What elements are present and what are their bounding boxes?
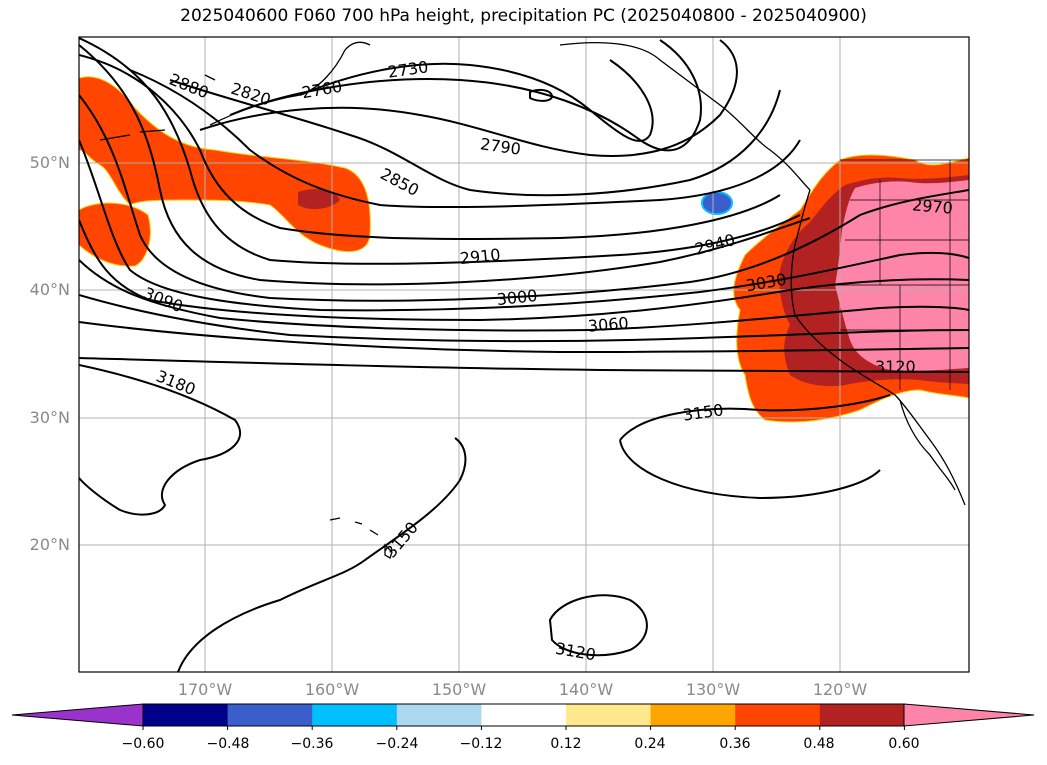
lat-label: 40°N <box>29 280 70 299</box>
contour-2910 <box>79 37 801 265</box>
grid-lines <box>79 37 969 672</box>
contour-2850 <box>129 69 801 209</box>
contour-2820 <box>169 79 781 197</box>
contour-label: 2970 <box>911 195 953 217</box>
height-contours <box>79 37 969 672</box>
colorbar-segment <box>143 704 229 726</box>
contour-2970 <box>79 94 969 302</box>
contour-label: 3120 <box>554 639 597 665</box>
precip-east-pink <box>835 180 969 371</box>
colorbar-segment <box>735 704 821 726</box>
precip-west-core <box>298 189 340 210</box>
contour-small-low <box>529 88 554 102</box>
contour-label: 2790 <box>479 134 522 158</box>
lon-label: 120°W <box>812 680 868 699</box>
colorbar-tick-label: 0.48 <box>803 736 835 752</box>
contour-label: 3000 <box>496 286 538 309</box>
map-frame <box>78 36 970 673</box>
contour-label: 3060 <box>587 313 629 335</box>
colorbar-frame <box>142 703 905 727</box>
colorbar-segment <box>227 704 313 726</box>
contour-2880 <box>79 54 781 240</box>
colorbar-segment <box>481 704 567 726</box>
colorbar-tick-label: 0.36 <box>719 736 751 752</box>
lat-label: 30°N <box>29 408 70 427</box>
contour-3150 <box>79 357 969 373</box>
colorbar-tick-label: 0.60 <box>888 736 920 752</box>
coastlines <box>99 41 969 559</box>
contour-3120 <box>79 321 969 354</box>
colorbar-segment <box>566 704 652 726</box>
colorbar-tick-label: −0.48 <box>206 736 250 752</box>
colorbar-tick-label: 0.12 <box>550 736 582 752</box>
contour-label: 2940 <box>693 230 737 259</box>
colorbar-extend-high <box>903 703 1035 727</box>
contour-3150-east <box>619 394 891 500</box>
baja-coast <box>899 399 956 491</box>
colorbar-tick-label: −0.60 <box>121 736 165 752</box>
colorbar-tick-label: −0.12 <box>459 736 503 752</box>
lon-label: 140°W <box>558 680 614 699</box>
contour-2760 <box>229 39 702 152</box>
lon-label: 160°W <box>304 680 360 699</box>
lon-label: 150°W <box>431 680 487 699</box>
colorbar-tick-label: 0.24 <box>634 736 666 752</box>
colorbar-tick-label: −0.36 <box>290 736 334 752</box>
colorbar-segment <box>650 704 736 726</box>
colorbar-segment <box>819 704 905 726</box>
precip-negative-blob <box>701 191 733 215</box>
precip-shading <box>79 76 969 423</box>
colorbar-segments <box>143 704 905 726</box>
contour-label: 2910 <box>459 245 501 268</box>
contour-3180 <box>79 364 242 516</box>
contour-label: 3150 <box>682 400 725 424</box>
colorbar-segment <box>312 704 398 726</box>
colorbar-tick-label: −0.24 <box>375 736 419 752</box>
contour-3060 <box>79 259 969 332</box>
contour-label: 2760 <box>300 77 343 103</box>
lat-label: 50°N <box>29 153 70 172</box>
contour-label: 3180 <box>153 366 198 399</box>
contour-label: 2850 <box>377 164 422 200</box>
lat-label: 20°N <box>29 535 70 554</box>
contour-label: 3120 <box>875 357 916 376</box>
map-title: 2025040600 F060 700 hPa height, precipit… <box>180 6 867 26</box>
contour-3120-south <box>548 594 648 657</box>
contour-2730 <box>299 59 654 142</box>
contour-2790 <box>199 39 738 157</box>
precip-west-band <box>79 76 371 253</box>
contour-2940 <box>79 44 811 286</box>
colorbar <box>11 703 1035 730</box>
colorbar-segment <box>396 704 482 726</box>
hawaii-islands <box>329 517 393 559</box>
us-west-coast <box>790 189 966 506</box>
colorbar-extend-low <box>11 703 144 727</box>
contour-3150-south <box>177 437 467 672</box>
lon-label: 130°W <box>685 680 741 699</box>
contour-3000 <box>79 139 969 312</box>
colorbar-tick-marks <box>142 726 905 730</box>
contour-3090 <box>79 294 969 343</box>
lon-label: 170°W <box>177 680 233 699</box>
contour-3030 <box>79 219 969 322</box>
